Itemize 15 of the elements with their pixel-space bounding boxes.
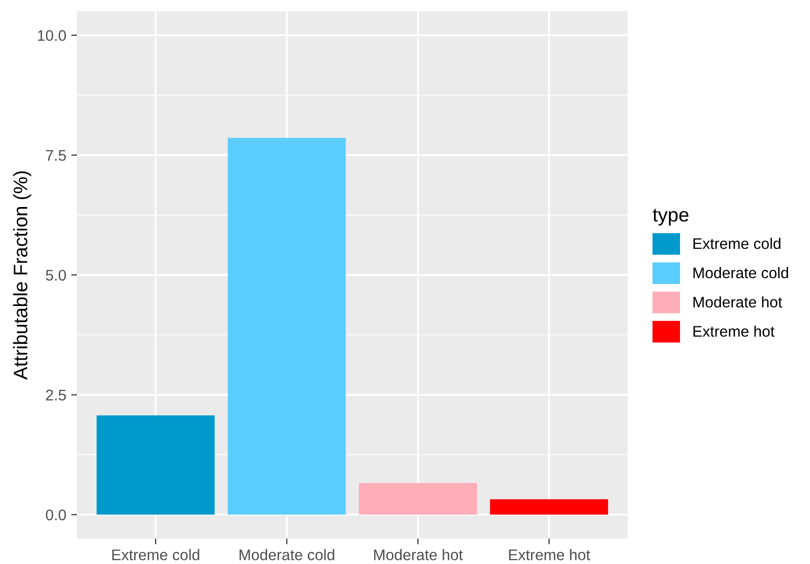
x-tick-label: Extreme hot [509, 549, 590, 560]
y-tick-label: 5.0 [46, 270, 66, 281]
legend-label: Extreme cold [693, 238, 780, 250]
y-tick-label: 2.5 [46, 390, 66, 400]
legend-label: Moderate cold [693, 267, 788, 278]
x-tick-label: Moderate cold [240, 549, 334, 560]
legend-label: Moderate hot [693, 296, 782, 308]
x-tick-label: Extreme cold [112, 549, 200, 560]
x-tick-label: Moderate hot [374, 549, 463, 560]
y-tick-label: 0.0 [46, 510, 66, 520]
legend-title: type [652, 208, 688, 226]
y-tick-label: 10.0 [38, 30, 66, 41]
y-axis-title: Attributable Fraction (%) [13, 171, 32, 380]
legend-label: Extreme hot [693, 326, 774, 337]
y-tick-label: 7.5 [46, 150, 66, 161]
